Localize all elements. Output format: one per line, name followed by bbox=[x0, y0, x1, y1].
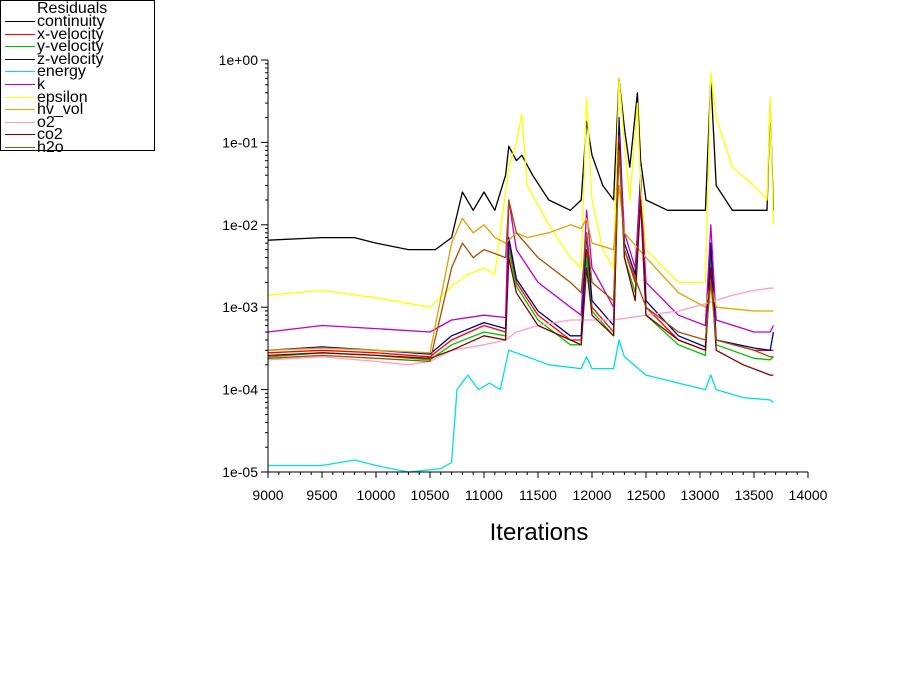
x-tick-label: 13000 bbox=[681, 487, 720, 503]
legend-swatch bbox=[5, 33, 35, 35]
legend-swatch bbox=[5, 21, 35, 22]
legend-item: co2 bbox=[1, 126, 151, 144]
legend-label: o2 bbox=[37, 113, 55, 131]
legend-item: k bbox=[1, 76, 151, 93]
x-tick-label: 11500 bbox=[519, 487, 557, 503]
axes-layer: 9000 9500 10000 10500 11000 11500 12000 12500 13… bbox=[219, 52, 828, 503]
legend: Residuals continuity x-velocity y-velocity… bbox=[0, 0, 155, 156]
legend-item: continuity bbox=[1, 13, 151, 30]
x-tick-label: 9000 bbox=[252, 487, 283, 503]
legend-swatch bbox=[5, 147, 35, 148]
legend-swatch bbox=[5, 134, 35, 136]
series-line-energy bbox=[268, 339, 774, 473]
legend-title: Residuals bbox=[37, 0, 108, 17]
legend-label: y-velocity bbox=[37, 38, 104, 56]
series-line-z-velocity bbox=[267, 116, 775, 355]
series-line-continuity bbox=[267, 77, 775, 251]
series-line-k bbox=[267, 135, 774, 333]
x-tick-label: 11000 bbox=[465, 487, 503, 503]
series-line-h2o bbox=[267, 149, 774, 363]
legend-label: k bbox=[37, 76, 45, 93]
y-tick-label: 1e-04 bbox=[222, 382, 258, 398]
legend-swatch bbox=[5, 46, 35, 48]
series-line-o2 bbox=[267, 287, 774, 366]
legend-label: h2o bbox=[37, 139, 64, 156]
x-axis-title: Iterations bbox=[490, 519, 589, 546]
series-line-hv-vol bbox=[267, 184, 774, 354]
x-tick-label: 10000 bbox=[357, 487, 396, 503]
x-tick-label: 12500 bbox=[627, 487, 666, 503]
legend-item: epsilon bbox=[1, 88, 151, 106]
legend-label: continuity bbox=[37, 13, 105, 30]
y-tick-label: 1e-05 bbox=[222, 464, 258, 480]
y-tick-label: 1e-02 bbox=[222, 217, 258, 233]
legend-item: z-velocity bbox=[1, 50, 151, 68]
legend-label: co2 bbox=[37, 126, 63, 144]
legend-label: hv_vol bbox=[37, 101, 84, 119]
y-tick-label: 1e-03 bbox=[222, 299, 258, 315]
legend-item: energy bbox=[1, 63, 151, 81]
legend-item: hv_vol bbox=[1, 101, 151, 119]
y-tick-label: 1e+00 bbox=[219, 52, 259, 68]
legend-item: o2 bbox=[1, 113, 151, 131]
legend-label: x-velocity bbox=[37, 25, 104, 43]
legend-swatch bbox=[5, 71, 35, 73]
legend-label: energy bbox=[37, 63, 86, 81]
legend-swatch bbox=[5, 58, 35, 60]
x-tick-label: 9500 bbox=[306, 487, 337, 503]
legend-item: h2o bbox=[1, 139, 151, 156]
x-tick-label: 13500 bbox=[735, 487, 774, 503]
legend-item: y-velocity bbox=[1, 38, 151, 56]
legend-swatch bbox=[5, 96, 35, 98]
series-line-co2 bbox=[267, 141, 774, 376]
legend-swatch bbox=[5, 109, 35, 111]
series-layer bbox=[267, 72, 775, 473]
legend-label: z-velocity bbox=[37, 50, 104, 68]
legend-swatch bbox=[5, 121, 35, 123]
legend-swatch bbox=[5, 84, 35, 85]
x-tick-label: 12000 bbox=[573, 487, 612, 503]
y-tick-label: 1e-01 bbox=[222, 134, 258, 150]
x-tick-label: 10500 bbox=[411, 487, 450, 503]
x-tick-label: 14000 bbox=[789, 487, 828, 503]
series-line-epsilon bbox=[267, 72, 775, 308]
legend-label: epsilon bbox=[37, 88, 88, 106]
legend-item: x-velocity bbox=[1, 25, 151, 43]
